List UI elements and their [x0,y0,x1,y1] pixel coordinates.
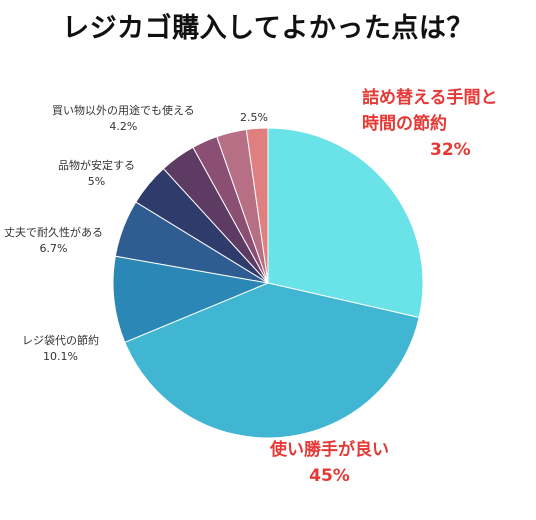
chart-title: レジカゴ購入してよかった点は？ [62,13,474,44]
label-refill-time-value: 32% [430,140,471,160]
label-refill-time-line2: 時間の節約 [362,114,447,134]
label-usability-text: 使い勝手が良い [270,440,389,460]
label-other-uses-text: 買い物以外の用途でも使える [52,104,195,117]
label-durable-text: 丈夫で耐久性がある [4,226,103,239]
label-bag-saving-value: 10.1% [43,350,78,363]
pie-slice-8 [245,127,269,284]
label-usability: 使い勝手が良い 45% [270,437,389,489]
label-small-slice: 2.5% [240,110,268,126]
label-other-uses-value: 4.2% [109,120,138,133]
label-refill-time-line1: 詰め替える手間と [362,88,498,108]
pie-slice-2 [112,255,270,343]
label-usability-value: 45% [309,466,350,486]
label-durable: 丈夫で耐久性がある 6.7% [4,225,103,257]
label-bag-saving: レジ袋代の節約 10.1% [22,333,99,365]
pie-slice-0 [267,127,424,319]
label-stable-value: 5% [87,175,106,188]
label-durable-value: 6.7% [39,242,68,255]
label-other-uses: 買い物以外の用途でも使える 4.2% [52,103,195,135]
label-small-slice-value: 2.5% [240,111,268,124]
label-stable-text: 品物が安定する [58,159,135,172]
pie-slice-1 [124,282,420,439]
label-bag-saving-text: レジ袋代の節約 [22,334,99,347]
label-refill-time: 詰め替える手間と 時間の節約 32% [362,85,498,163]
label-stable: 品物が安定する 5% [58,158,135,190]
